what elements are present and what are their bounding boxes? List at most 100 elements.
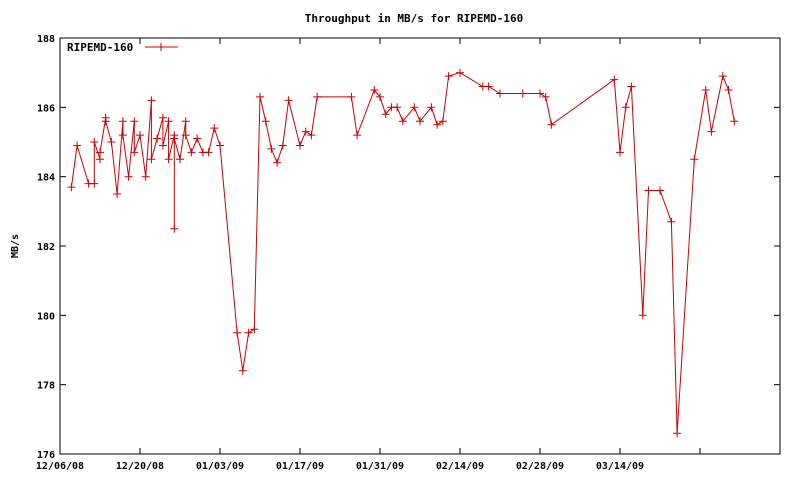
x-axis-ticks: 12/06/08 12/20/08 01/03/09 01/17/09 01/31/09… (36, 38, 701, 472)
data-point-marker (170, 224, 179, 233)
y-tick-label: 184 (37, 173, 55, 184)
data-point-marker (438, 117, 447, 126)
data-point-marker (158, 113, 167, 122)
data-point-marker (427, 103, 436, 112)
data-point-marker (118, 117, 127, 126)
data-point-marker (433, 120, 442, 129)
data-point-marker (147, 96, 156, 105)
data-point-marker (278, 141, 287, 150)
data-point-marker (673, 429, 682, 438)
x-tick-label: 02/14/09 (436, 461, 484, 472)
data-point-marker (730, 117, 739, 126)
data-point-marker (141, 172, 150, 181)
data-point-marker (181, 117, 190, 126)
data-point-marker (164, 117, 173, 126)
data-point-marker (67, 183, 76, 192)
x-tick-label: 01/03/09 (196, 461, 244, 472)
data-point-marker (638, 311, 647, 320)
data-point-marker (130, 117, 139, 126)
data-point-marker (393, 103, 402, 112)
data-point-marker (267, 144, 276, 153)
data-point-marker (130, 148, 139, 157)
data-point-marker (313, 92, 322, 101)
data-point-marker (113, 190, 122, 198)
data-point-marker (261, 117, 270, 126)
data-point-marker (518, 89, 527, 98)
data-point-marker (256, 92, 264, 101)
data-point-marker (158, 141, 167, 150)
y-tick-label: 180 (37, 311, 55, 322)
data-point-marker (301, 127, 310, 136)
x-tick-label: 12/06/08 (36, 461, 84, 472)
data-point-marker (233, 328, 242, 337)
y-axis-label: MB/s (10, 234, 21, 258)
data-point-marker (307, 131, 316, 140)
legend: RIPEMD-160 (67, 41, 178, 54)
x-tick-label: 12/20/08 (116, 461, 164, 472)
data-point-marker (284, 96, 293, 105)
data-point-marker (667, 217, 676, 226)
data-point-marker (90, 179, 99, 188)
data-point-marker (376, 92, 384, 101)
data-point-marker (136, 131, 144, 140)
data-point-marker (216, 141, 224, 150)
y-tick-label: 176 (37, 450, 55, 461)
data-point-marker (621, 103, 630, 112)
data-point-marker (347, 92, 356, 101)
data-point-marker (101, 117, 110, 126)
data-point-marker (244, 328, 253, 337)
data-point-marker (416, 117, 424, 126)
y-tick-label: 178 (37, 381, 55, 392)
data-point-marker (496, 89, 504, 98)
data-point-marker (176, 155, 184, 164)
data-point-marker (656, 186, 664, 195)
data-point-marker (484, 82, 493, 91)
x-tick-label: 01/31/09 (356, 461, 404, 472)
data-point-marker (170, 134, 179, 143)
data-point-marker (398, 117, 407, 126)
data-point-marker (541, 92, 550, 101)
legend-plus-marker (157, 43, 165, 51)
data-point-marker (107, 138, 116, 146)
data-point-marker (724, 86, 733, 94)
data-point-marker (627, 82, 636, 91)
data-point-marker (210, 124, 219, 133)
data-point-marker (164, 155, 173, 164)
data-point-marker (410, 103, 419, 112)
y-axis-ticks: 176 178 180 182 184 186 188 (37, 34, 780, 461)
data-point-marker (547, 120, 556, 129)
data-point-marker (296, 141, 304, 150)
data-point-marker (381, 110, 390, 119)
data-point-marker (238, 366, 247, 375)
x-tick-label: 01/17/09 (276, 461, 324, 472)
data-point-marker (250, 325, 259, 334)
x-tick-label: 03/14/09 (596, 461, 644, 472)
series-line-ripemd-160 (70, 72, 735, 434)
legend-label-ripemd-160: RIPEMD-160 (67, 41, 133, 54)
data-point-marker (353, 131, 362, 140)
y-tick-label: 186 (37, 103, 55, 114)
data-point-marker (370, 86, 379, 94)
data-point-marker (690, 155, 699, 164)
y-tick-label: 188 (37, 34, 55, 45)
chart-title: Throughput in MB/s for RIPEMD-160 (305, 12, 524, 25)
data-point-marker (701, 86, 710, 94)
data-point-marker (147, 155, 156, 164)
data-point-marker (96, 148, 104, 157)
data-point-marker (204, 148, 213, 157)
data-point-marker (616, 148, 624, 157)
data-point-marker (644, 186, 653, 195)
data-point-marker (444, 72, 453, 81)
x-tick-label: 02/28/09 (516, 461, 564, 472)
series-layer (67, 68, 739, 438)
data-point-marker (707, 127, 716, 136)
data-point-marker (536, 89, 544, 98)
data-point-marker (181, 131, 190, 140)
data-point-marker (118, 131, 127, 140)
data-point-marker (193, 134, 202, 143)
data-point-marker (73, 141, 82, 150)
data-point-marker (153, 134, 162, 143)
data-point-marker (187, 148, 196, 157)
y-tick-label: 182 (37, 242, 55, 253)
